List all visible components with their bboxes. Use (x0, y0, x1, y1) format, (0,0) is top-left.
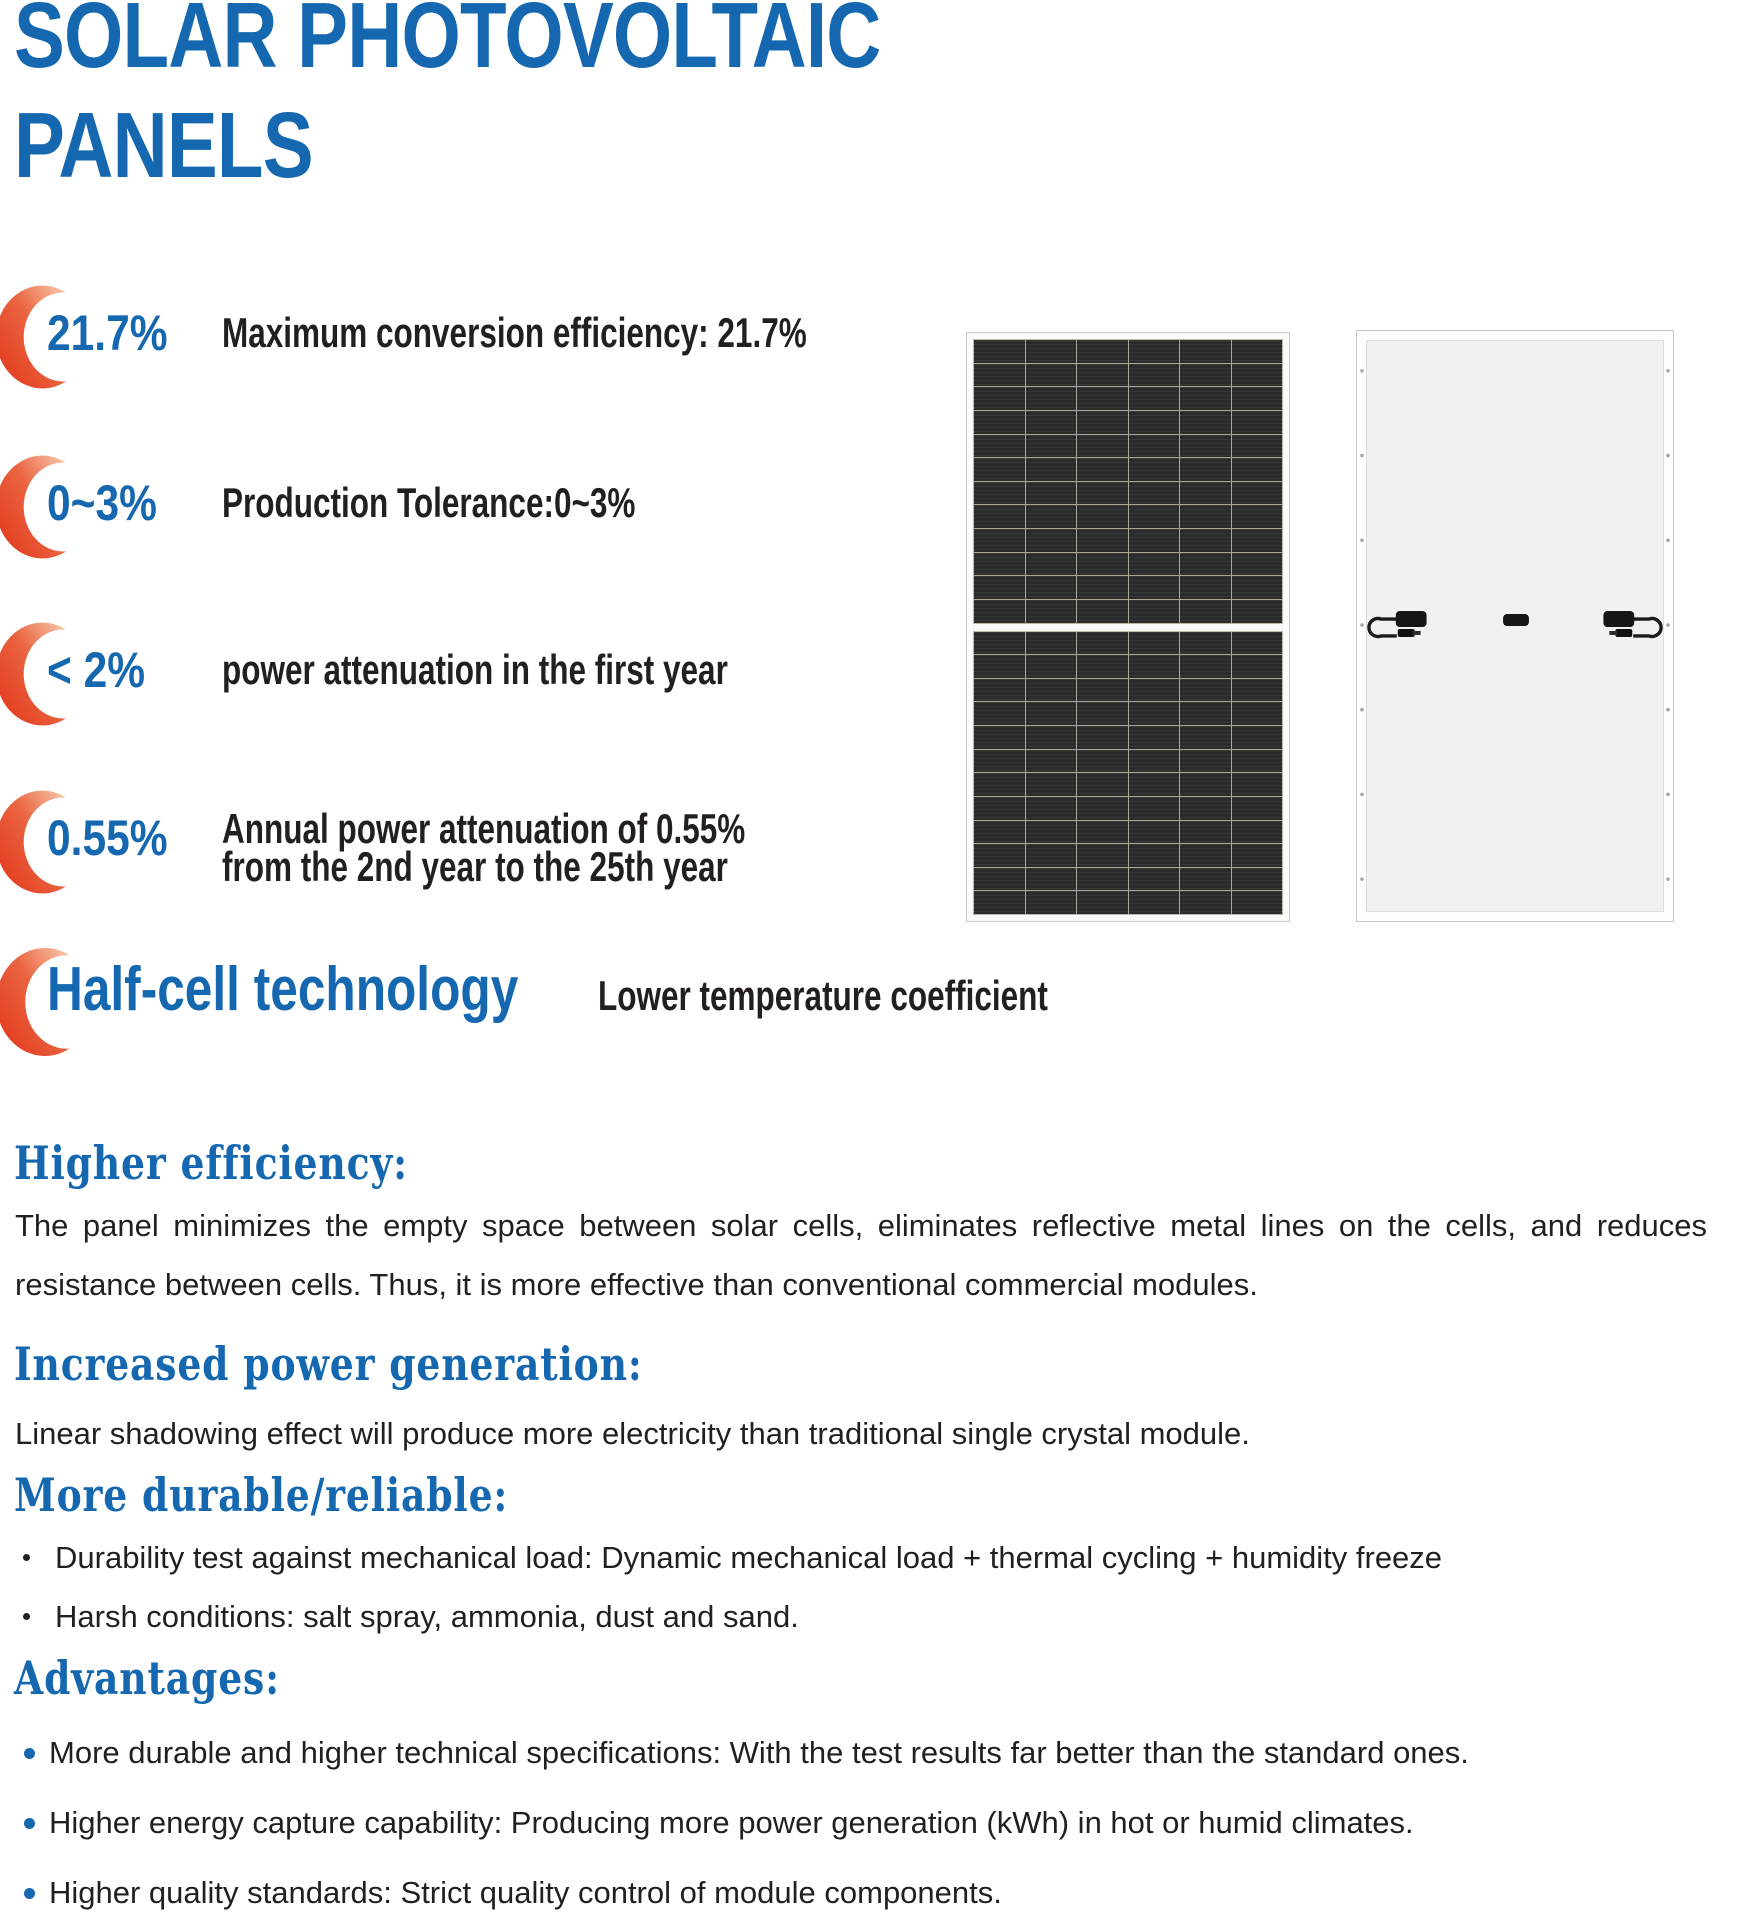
stat-value: 0~3% (47, 475, 157, 531)
section-body-higher-efficiency: The panel minimizes the empty space betw… (15, 1208, 1707, 1302)
solar-panel-front-image (966, 332, 1290, 922)
bullet-dot-icon (23, 1613, 30, 1620)
list-item: Durability test against mechanical load:… (15, 1528, 1715, 1587)
list-item: Higher quality standards: Strict quality… (15, 1858, 1715, 1920)
bullet-text: Higher quality standards: Strict quality… (49, 1875, 1002, 1910)
stat-row-first-year-attenuation: < 2% power attenuation in the first year (0, 622, 1200, 734)
advantages-bullet-list: More durable and higher technical specif… (15, 1718, 1715, 1920)
crescent-arc-icon (0, 790, 90, 894)
stat-label: power attenuation in the first year (222, 646, 728, 693)
crescent-arc-icon (0, 455, 90, 559)
panel-front-body (973, 339, 1283, 915)
section-heading-advantages: Advantages: (14, 1651, 280, 1705)
section-heading-higher-efficiency: Higher efficiency: (14, 1136, 408, 1190)
stat-value: 0.55% (47, 810, 168, 866)
section-heading-durable-reliable: More durable/reliable: (14, 1468, 509, 1522)
stat-row-annual-attenuation: 0.55% Annual power attenuation of 0.55% … (0, 790, 1200, 902)
stat-label: Maximum conversion efficiency: 21.7% (222, 309, 807, 356)
list-item: More durable and higher technical specif… (15, 1718, 1715, 1788)
durable-bullet-list: Durability test against mechanical load:… (15, 1528, 1715, 1646)
list-item: Higher energy capture capability: Produc… (15, 1788, 1715, 1858)
page-title-line1: SOLAR PHOTOVOLTAIC (14, 0, 881, 87)
page-title: SOLAR PHOTOVOLTAIC PANELS (14, 0, 881, 200)
stat-row-tolerance: 0~3% Production Tolerance:0~3% (0, 455, 1200, 567)
junction-box-center (1503, 614, 1529, 626)
panel-front-top-half (973, 339, 1283, 624)
stat-label: Lower temperature coefficient (598, 972, 1048, 1019)
page-title-line2: PANELS (14, 93, 314, 197)
bullet-dot-icon (23, 1554, 30, 1561)
bullet-dot-icon (24, 1888, 35, 1899)
section-heading-increased-power: Increased power generation: (14, 1337, 643, 1391)
list-item: Harsh conditions: salt spray, ammonia, d… (15, 1587, 1715, 1646)
bullet-dot-icon (24, 1818, 35, 1829)
panel-back-details (1360, 369, 1670, 881)
solar-panel-back-image (1356, 330, 1674, 922)
stat-label: Annual power attenuation of 0.55% from t… (222, 805, 746, 890)
bullet-dot-icon (24, 1748, 35, 1759)
frame-screw-dots (1360, 369, 1670, 881)
junction-box-right (1603, 611, 1663, 639)
crescent-arc-icon (0, 622, 90, 726)
section-body-increased-power: Linear shadowing effect will produce mor… (15, 1416, 1250, 1451)
panel-front-bottom-half (973, 630, 1283, 915)
bullet-text: More durable and higher technical specif… (49, 1735, 1469, 1770)
stat-row-efficiency: 21.7% Maximum conversion efficiency: 21.… (0, 285, 1200, 397)
junction-box-left (1367, 611, 1427, 639)
stat-label: Production Tolerance:0~3% (222, 479, 636, 526)
crescent-arc-icon (0, 948, 95, 1056)
stat-value: Half-cell technology (47, 955, 519, 1024)
bullet-text: Higher energy capture capability: Produc… (49, 1805, 1414, 1840)
crescent-arc-icon (0, 285, 90, 389)
stat-value: < 2% (47, 642, 146, 698)
panel-front-divider (973, 623, 1283, 631)
bullet-text: Harsh conditions: salt spray, ammonia, d… (55, 1599, 799, 1634)
stat-row-half-cell: Half-cell technology Lower temperature c… (0, 948, 1200, 1060)
bullet-text: Durability test against mechanical load:… (55, 1540, 1443, 1575)
stat-value: 21.7% (47, 305, 168, 361)
